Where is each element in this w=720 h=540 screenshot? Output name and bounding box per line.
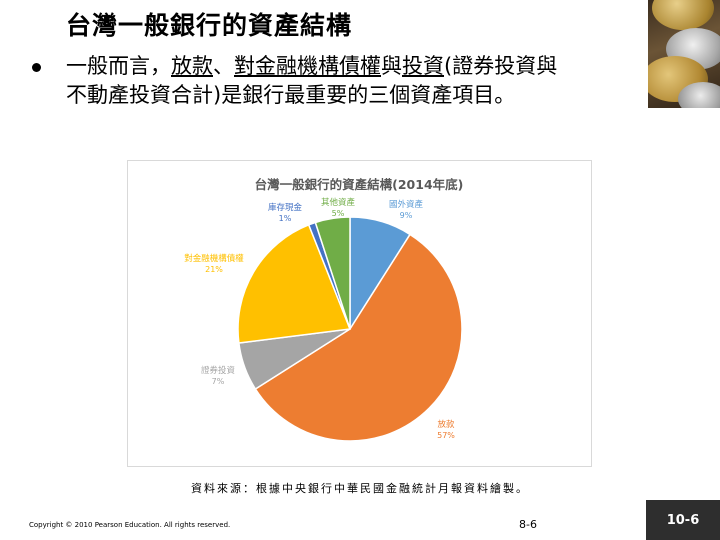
bullet-text: 一般而言，放款、對金融機構債權與投資(證券投資與: [66, 52, 640, 81]
slice-label: 放款: [437, 419, 455, 430]
bullet-part5: 與: [381, 54, 402, 78]
slice-label: 對金融機構債權: [184, 253, 244, 264]
bullet-line2: 不動產投資合計)是銀行最重要的三個資產項目。: [66, 83, 516, 107]
bullet-part1: 一般而言，: [66, 54, 171, 78]
pie-slice: [254, 233, 463, 442]
coin-image: [678, 82, 720, 108]
bullet-dot-icon: [32, 63, 41, 72]
slice-label: 其他資產: [321, 197, 356, 208]
bullet-loans: 放款: [171, 54, 213, 78]
slice-label: 證券投資: [201, 365, 235, 376]
slice-label: 國外資產: [389, 199, 424, 210]
bullet-investment: 投資: [402, 54, 444, 78]
page-number: 8-6: [519, 518, 537, 531]
chart-frame: 國外資產 9% 放款 57% 證券投資 7% 對金融機構債權 21% 庫存現金 1% 其他資產 5% 台…: [127, 160, 592, 467]
slice-value-label: 5%: [332, 209, 345, 218]
pie-slice: [314, 216, 351, 330]
slice-value-label: 7%: [212, 377, 225, 386]
slice-value-label: 1%: [279, 214, 292, 223]
bullet-part7: (證券投資與: [444, 54, 558, 78]
pie-slice: [237, 223, 352, 344]
slide-title: 台灣一般銀行的資產結構: [66, 11, 353, 40]
coins-image: [648, 0, 720, 108]
copyright-text: Copyright © 2010 Pearson Education. All …: [29, 521, 231, 529]
source-note: 資料來源：根據中央銀行中華民國金融統計月報資料繪製。: [191, 482, 529, 495]
chart-title: 台灣一般銀行的資產結構(2014年底): [255, 177, 464, 192]
bullet-paragraph: 一般而言，放款、對金融機構債權與投資(證券投資與 不動產投資合計)是銀行最重要的…: [30, 52, 640, 110]
slice-label: 庫存現金: [268, 202, 303, 213]
slice-value-label: 57%: [437, 431, 455, 440]
slice-value-label: 21%: [205, 265, 223, 274]
coin-image: [652, 0, 714, 30]
page-badge: 10-6: [646, 500, 720, 540]
bullet-part3: 、: [213, 54, 234, 78]
bullet-claims: 對金融機構債權: [234, 54, 381, 78]
slice-value-label: 9%: [400, 211, 413, 220]
